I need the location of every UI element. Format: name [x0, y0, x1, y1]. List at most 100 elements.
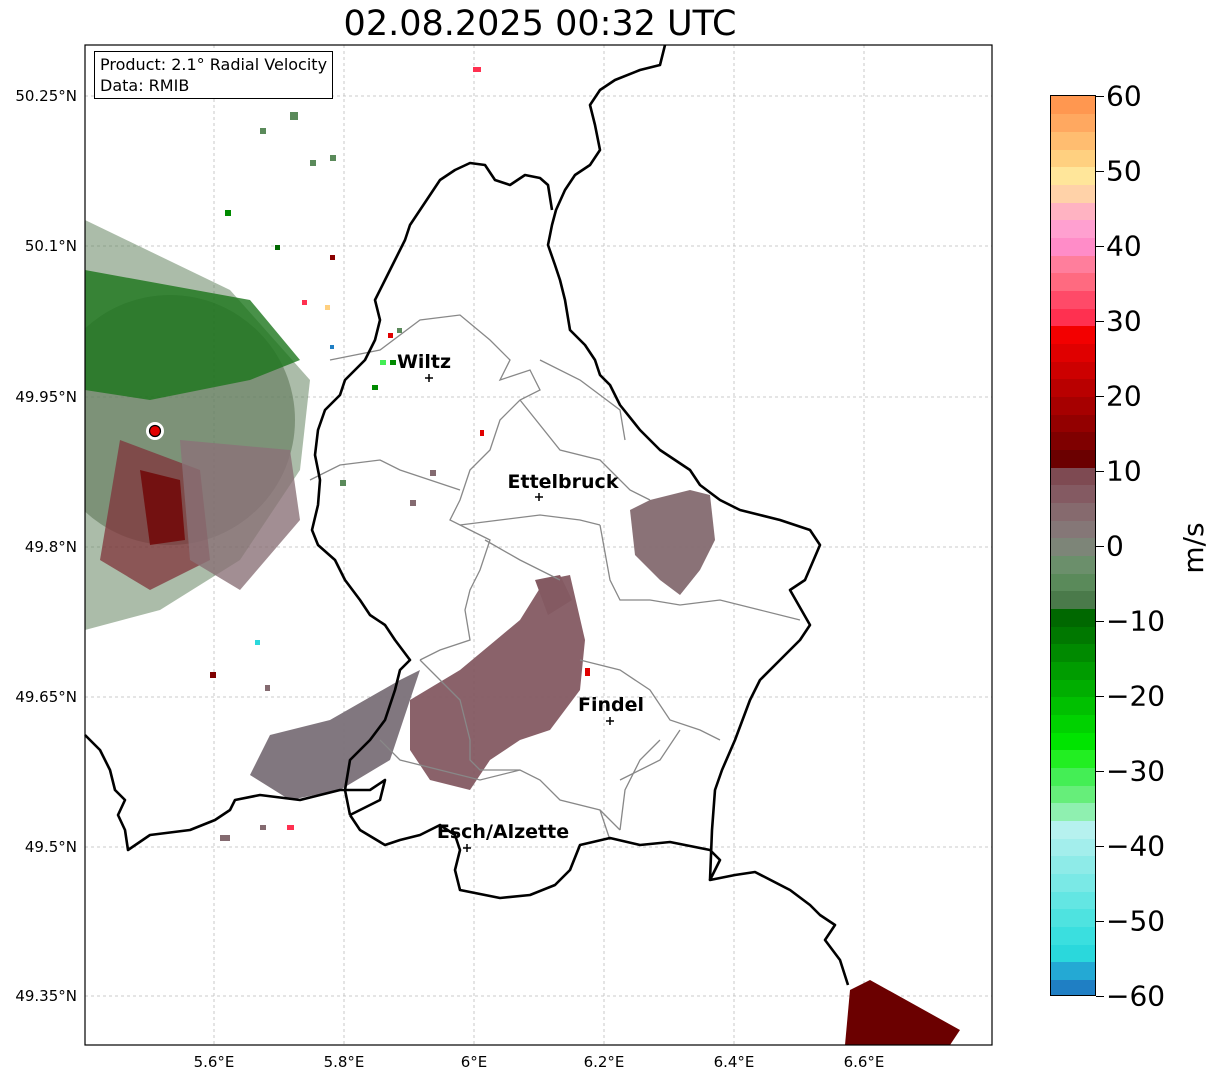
colorbar-segment: [1051, 131, 1095, 150]
colorbar-segment: [1051, 961, 1095, 980]
product-label: Product: 2.1° Radial Velocity: [100, 55, 328, 74]
colorbar-segment: [1051, 290, 1095, 309]
lat-tick-label: 49.35°N: [15, 987, 77, 1005]
radar-echo-east: [630, 490, 715, 595]
colorbar-segment: [1051, 255, 1095, 274]
colorbar-segment: [1051, 237, 1095, 256]
colorbar-segment: [1051, 714, 1095, 733]
colorbar-tick-label: 40: [1106, 229, 1142, 263]
colorbar-tick-label: 60: [1106, 79, 1142, 113]
colorbar-tick: [1096, 621, 1104, 622]
colorbar-segment: [1051, 361, 1095, 380]
colorbar-segment: [1051, 484, 1095, 503]
colorbar-tick: [1096, 921, 1104, 922]
colorbar-segment: [1051, 96, 1095, 115]
colorbar-segment: [1051, 537, 1095, 556]
city-label-findel: Findel: [578, 694, 644, 716]
colorbar-tick-label: −30: [1106, 754, 1166, 788]
colorbar-segment: [1051, 749, 1095, 768]
colorbar-segment: [1051, 202, 1095, 221]
district-boundaries: [309, 314, 801, 841]
colorbar-tick-label: 50: [1106, 154, 1142, 188]
map-frame: [84, 44, 993, 1046]
radar-echo-southeast: [845, 980, 960, 1045]
colorbar-segment: [1051, 184, 1095, 203]
lon-tick-label: 5.8°E: [324, 1053, 365, 1071]
colorbar-segment: [1051, 414, 1095, 433]
colorbar-segment: [1051, 979, 1095, 995]
colorbar-tick: [1096, 846, 1104, 847]
colorbar-tick: [1096, 321, 1104, 322]
colorbar-segment: [1051, 520, 1095, 539]
country-borders: [84, 44, 850, 986]
colorbar-segment: [1051, 661, 1095, 680]
lon-tick-label: 5.6°E: [194, 1053, 235, 1071]
colorbar-tick-label: −40: [1106, 829, 1166, 863]
colorbar-tick: [1096, 171, 1104, 172]
colorbar-segment: [1051, 272, 1095, 291]
colorbar-segment: [1051, 590, 1095, 609]
colorbar-segment: [1051, 113, 1095, 132]
colorbar-segment: [1051, 343, 1095, 362]
colorbar-segment: [1051, 732, 1095, 751]
colorbar-segment: [1051, 785, 1095, 804]
colorbar-segment: [1051, 891, 1095, 910]
colorbar-tick: [1096, 696, 1104, 697]
colorbar-tick: [1096, 396, 1104, 397]
colorbar-tick-label: 20: [1106, 379, 1142, 413]
colorbar-segment: [1051, 926, 1095, 945]
lon-tick-label: 6°E: [461, 1053, 488, 1071]
data-source-label: Data: RMIB: [100, 76, 190, 95]
colorbar-segment: [1051, 838, 1095, 857]
radar-echo-band: [250, 575, 585, 800]
colorbar-segment: [1051, 555, 1095, 574]
colorbar-segment: [1051, 873, 1095, 892]
colorbar-segment: [1051, 643, 1095, 662]
radar-echo-scatter: [210, 67, 590, 841]
lat-tick-label: 49.95°N: [15, 388, 77, 406]
colorbar-segment: [1051, 802, 1095, 821]
city-label-ettelbruck: Ettelbruck: [508, 471, 619, 493]
colorbar-tick-label: −10: [1106, 604, 1166, 638]
colorbar-tick-label: −20: [1106, 679, 1166, 713]
colorbar-segment: [1051, 608, 1095, 627]
colorbar-segment: [1051, 149, 1095, 168]
colorbar-tick: [1096, 546, 1104, 547]
lat-tick-label: 49.5°N: [25, 838, 77, 856]
colorbar-segment: [1051, 166, 1095, 185]
colorbar-segment: [1051, 449, 1095, 468]
colorbar-tick: [1096, 996, 1104, 997]
colorbar-segment: [1051, 502, 1095, 521]
city-label-esch: Esch/Alzette: [437, 821, 569, 843]
colorbar-tick-label: −50: [1106, 904, 1166, 938]
radar-echo-west: [85, 220, 310, 630]
city-label-wiltz: Wiltz: [397, 351, 451, 373]
colorbar-tick-label: 30: [1106, 304, 1142, 338]
plot-title: 02.08.2025 00:32 UTC: [343, 4, 737, 44]
city-labels: Wiltz Ettelbruck Findel Esch/Alzette: [397, 351, 644, 843]
colorbar-tick: [1096, 96, 1104, 97]
colorbar-segment: [1051, 908, 1095, 927]
colorbar-tick: [1096, 771, 1104, 772]
colorbar-segment: [1051, 431, 1095, 450]
radar-site-marker: [146, 422, 164, 440]
lon-tick-label: 6.6°E: [844, 1053, 885, 1071]
colorbar-tick: [1096, 246, 1104, 247]
lon-tick-label: 6.2°E: [584, 1053, 625, 1071]
colorbar-segment: [1051, 855, 1095, 874]
colorbar-segment: [1051, 679, 1095, 698]
city-markers: [425, 374, 614, 852]
lat-tick-label: 50.1°N: [25, 237, 77, 255]
product-info-box: Product: 2.1° Radial Velocity Data: RMIB: [94, 51, 334, 99]
colorbar-segment: [1051, 820, 1095, 839]
lat-tick-label: 49.8°N: [25, 538, 77, 556]
colorbar-segment: [1051, 944, 1095, 963]
colorbar-segment: [1051, 767, 1095, 786]
lat-tick-labels: 50.25°N 50.1°N 49.95°N 49.8°N 49.65°N 49…: [15, 87, 77, 1005]
colorbar-tick-label: −60: [1106, 979, 1166, 1013]
colorbar-segment: [1051, 467, 1095, 486]
lat-tick-label: 49.65°N: [15, 688, 77, 706]
colorbar-segment: [1051, 378, 1095, 397]
colorbar-segment: [1051, 308, 1095, 327]
